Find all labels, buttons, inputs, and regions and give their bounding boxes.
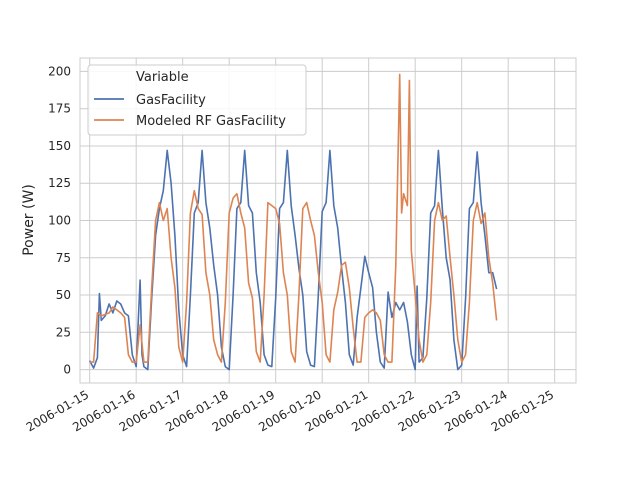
y-tick-label: 25 [56,325,71,339]
legend-label-modeled: Modeled RF GasFacility [136,114,286,129]
y-tick-label: 100 [48,214,71,228]
legend-title: Variable [136,70,189,85]
y-tick-label: 75 [56,251,71,265]
y-axis-title: Power (W) [21,184,37,256]
y-tick-label: 0 [63,363,71,377]
legend-box [87,64,307,136]
legend-label-gasfacility: GasFacility [136,93,206,108]
series-line-modeled-rf-gasfacility [89,73,498,363]
y-tick-label: 50 [56,288,71,302]
y-tick-label: 175 [48,102,71,116]
x-axis-ticks: 2006-01-152006-01-162006-01-172006-01-18… [24,387,556,434]
y-tick-label: 200 [48,64,71,78]
legend: Variable GasFacility Modeled RF GasFacil… [87,64,307,136]
series-layer [88,73,498,371]
y-tick-label: 125 [48,176,71,190]
y-axis-ticks: 0 25 50 75 100 125 150 175 200 [48,64,71,376]
y-tick-label: 150 [48,139,71,153]
